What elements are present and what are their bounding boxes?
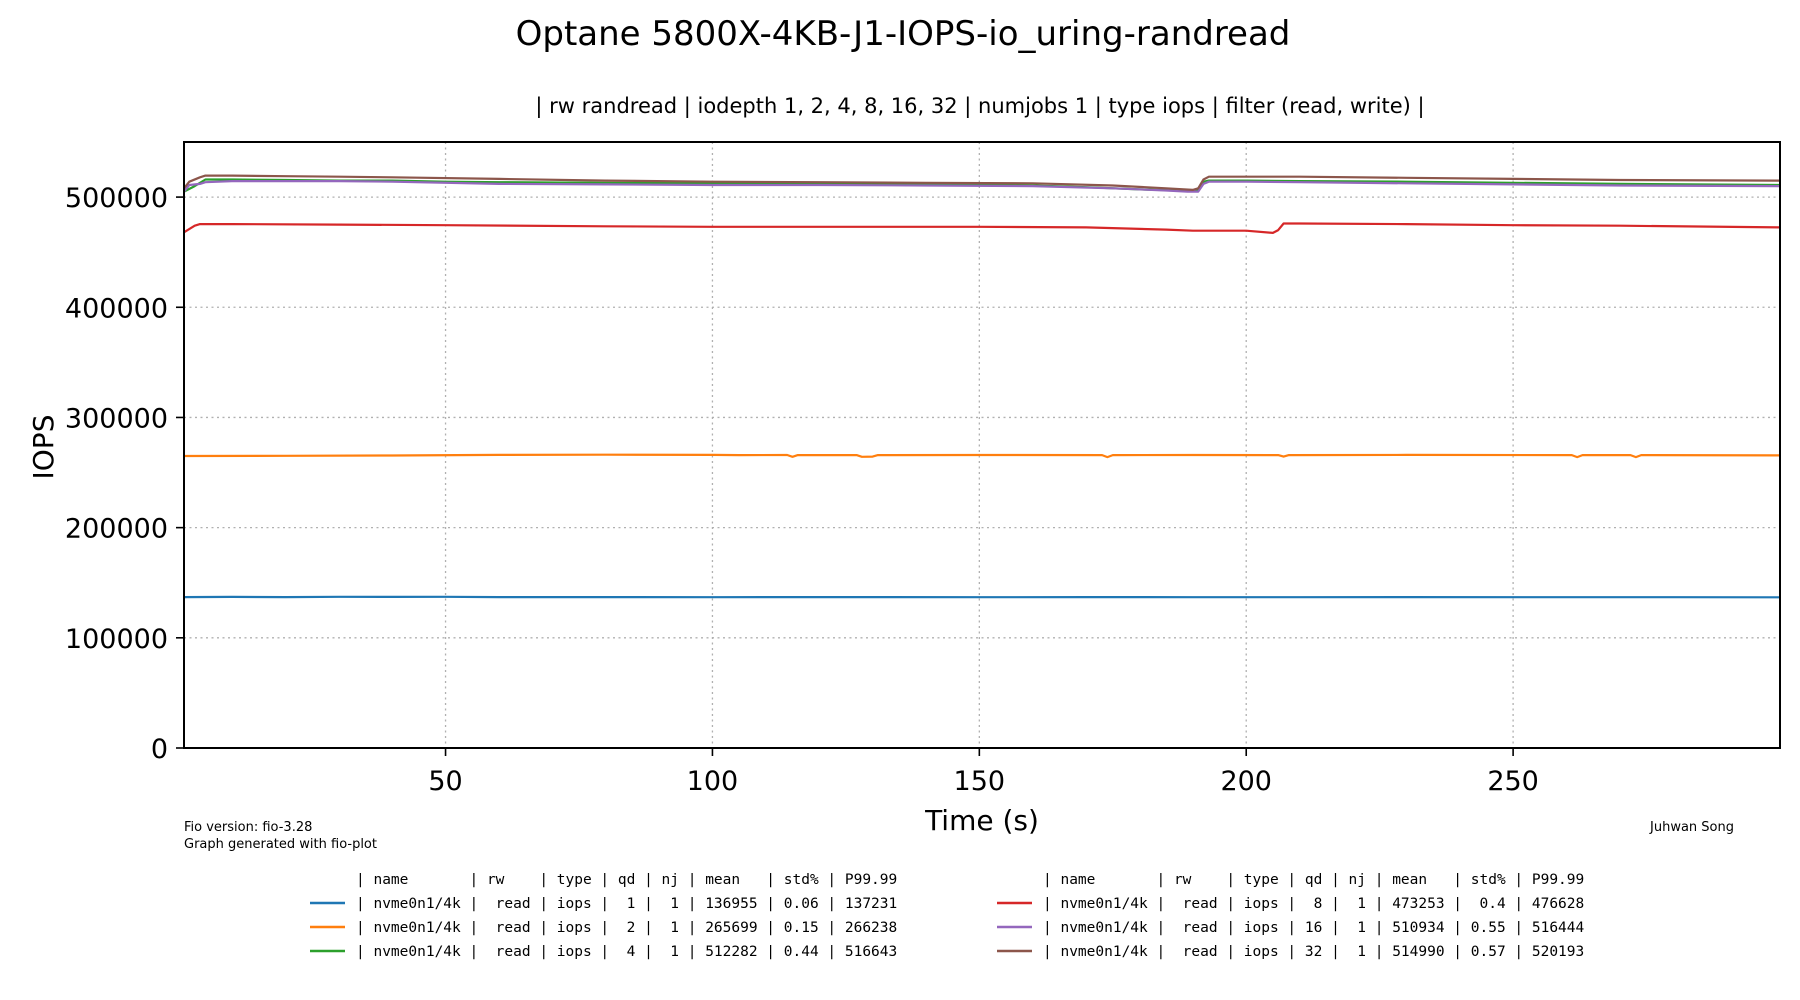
fio-version-note: Fio version: fio-3.28 bbox=[184, 820, 312, 835]
axis-ticks: 50 100 150 200 250 0 100000 200000 300000 400000 5… bbox=[65, 183, 1539, 797]
legend-row: | nvme0n1/4k | read | iops | 32 | 1 | 51… bbox=[1043, 944, 1584, 960]
x-tick-label: 250 bbox=[1487, 766, 1539, 797]
legend-rows: | nvme0n1/4k | read | iops | 1 | 1 | 136… bbox=[310, 896, 1585, 960]
legend-row: | nvme0n1/4k | read | iops | 4 | 1 | 512… bbox=[356, 944, 897, 960]
legend-header-left: | name | rw | type | qd | nj | mean | st… bbox=[356, 872, 897, 888]
series-lines bbox=[183, 174, 1781, 599]
series-line-qd16 bbox=[183, 180, 1781, 193]
legend-row: | nvme0n1/4k | read | iops | 2 | 1 | 265… bbox=[356, 920, 897, 936]
y-tick-label: 0 bbox=[151, 734, 168, 765]
y-tick-label: 300000 bbox=[65, 403, 168, 434]
grid bbox=[184, 142, 1780, 748]
x-tick-label: 150 bbox=[954, 766, 1006, 797]
series-line-qd32 bbox=[183, 174, 1781, 191]
legend-row: | nvme0n1/4k | read | iops | 8 | 1 | 473… bbox=[1043, 896, 1584, 912]
x-tick-label: 200 bbox=[1220, 766, 1272, 797]
legend-row: | nvme0n1/4k | read | iops | 16 | 1 | 51… bbox=[1043, 920, 1585, 936]
plot-frame bbox=[183, 141, 1781, 749]
series-line-qd1 bbox=[183, 595, 1781, 599]
x-axis-label: Time (s) bbox=[924, 804, 1039, 837]
legend: | name | rw | type | qd | nj | mean | st… bbox=[310, 872, 1585, 960]
legend-header-right: | name | rw | type | qd | nj | mean | st… bbox=[1043, 872, 1584, 888]
legend-row: | nvme0n1/4k | read | iops | 1 | 1 | 136… bbox=[356, 896, 897, 912]
fio-plot-note: Graph generated with fio-plot bbox=[184, 837, 377, 852]
chart-subtitle: | rw randread | iodepth 1, 2, 4, 8, 16, … bbox=[535, 94, 1424, 119]
y-tick-label: 200000 bbox=[65, 514, 168, 545]
y-tick-label: 500000 bbox=[65, 183, 168, 214]
y-tick-label: 100000 bbox=[65, 624, 168, 655]
author-note: Juhwan Song bbox=[1649, 820, 1734, 835]
series-line-qd8 bbox=[183, 222, 1781, 234]
y-axis-label: IOPS bbox=[27, 415, 60, 480]
y-tick-label: 400000 bbox=[65, 293, 168, 324]
series-line-qd2 bbox=[183, 453, 1781, 459]
chart-title: Optane 5800X-4KB-J1-IOPS-io_uring-randre… bbox=[516, 14, 1291, 54]
x-tick-label: 50 bbox=[428, 766, 462, 797]
x-tick-label: 100 bbox=[687, 766, 739, 797]
